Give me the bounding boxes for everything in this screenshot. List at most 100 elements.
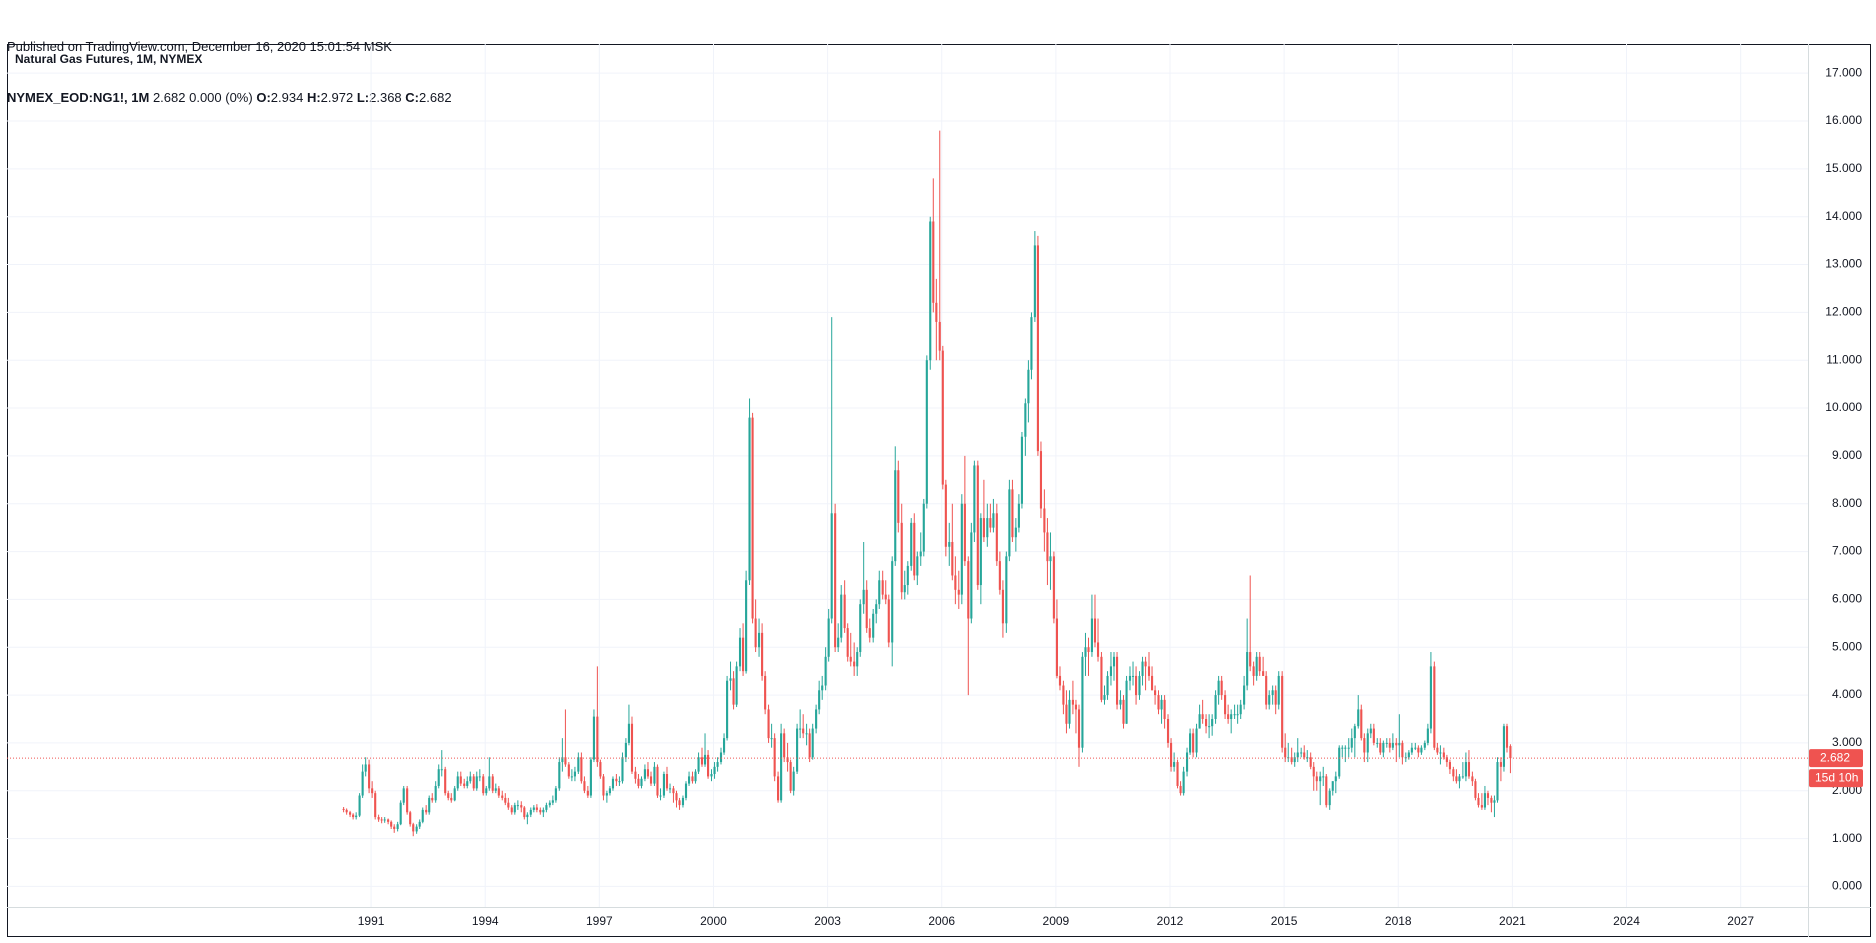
candle-body — [995, 513, 998, 562]
candle-body — [853, 661, 856, 667]
candle-body — [345, 809, 348, 813]
candle-body — [859, 604, 862, 653]
candle-body — [602, 776, 605, 796]
header: Published on TradingView.com, December 1… — [7, 4, 452, 123]
candle-body — [843, 594, 846, 629]
candle-body — [1052, 556, 1055, 619]
y-tick-label: 8.000 — [1832, 496, 1862, 510]
candle-body — [387, 819, 390, 822]
candle-body — [1284, 747, 1287, 758]
candle-body — [1249, 652, 1252, 667]
candle-body — [1220, 680, 1223, 696]
candle-body — [554, 788, 557, 801]
y-tick-label: 4.000 — [1832, 687, 1862, 701]
candle-body — [796, 728, 799, 772]
candle-body — [1398, 742, 1401, 746]
candle-body — [1480, 805, 1483, 808]
candle-body — [707, 754, 710, 777]
candle-body — [592, 716, 596, 760]
candle-body — [1268, 695, 1271, 705]
candle-body — [872, 613, 875, 638]
candle-body — [1505, 726, 1509, 748]
candle-body — [672, 788, 675, 794]
candle-body — [1277, 675, 1280, 705]
candle-body — [1141, 661, 1144, 676]
candle-body — [1366, 733, 1369, 753]
candle-body — [694, 771, 697, 782]
y-tick-label: 9.000 — [1832, 448, 1862, 462]
candle-body — [472, 776, 475, 789]
x-tick-label: 2012 — [1157, 914, 1184, 928]
candle-body — [605, 793, 608, 796]
candle-body — [697, 757, 700, 772]
candle-body — [976, 465, 979, 586]
candle-body — [643, 769, 646, 779]
candle-body — [716, 762, 719, 767]
c-value: 2.682 — [419, 90, 452, 105]
candle-body — [735, 666, 738, 705]
candle-body — [751, 417, 754, 619]
candle-body — [1360, 709, 1363, 739]
candle-body — [510, 807, 513, 813]
candle-body — [1020, 436, 1024, 504]
candle-body — [805, 733, 808, 735]
candle-body — [494, 788, 497, 791]
candle-body — [1005, 556, 1008, 624]
candle-body — [1233, 714, 1236, 716]
candle-body — [992, 513, 995, 528]
candle-body — [821, 685, 824, 691]
candle-body — [919, 551, 922, 557]
candle-body — [624, 742, 627, 758]
candle-body — [862, 589, 865, 605]
candle-body — [662, 774, 666, 796]
candle-body — [849, 656, 852, 662]
candle-body — [497, 788, 500, 796]
candle-body — [1395, 742, 1398, 746]
candle-body — [570, 776, 573, 778]
candle-body — [865, 589, 868, 629]
candle-body — [986, 518, 989, 538]
candle-body — [792, 771, 795, 791]
candle-body — [611, 778, 615, 789]
candle-body — [1455, 776, 1458, 782]
candle-body — [380, 819, 383, 821]
candle-body — [596, 716, 599, 763]
candle-body — [1334, 776, 1337, 782]
candle-body — [545, 805, 548, 810]
candle-body — [1350, 738, 1353, 748]
candle-body — [1195, 728, 1198, 753]
x-tick-label: 2003 — [814, 914, 841, 928]
candle-body — [1385, 742, 1388, 744]
candle-body — [450, 797, 453, 801]
overlay: 2.682 15d 10h — [7, 749, 1863, 788]
candle-body — [520, 805, 523, 808]
candle-body — [932, 221, 935, 303]
candle-body — [738, 637, 742, 667]
candle-body — [567, 764, 570, 777]
candle-body — [1065, 704, 1068, 724]
candle-body — [1160, 699, 1163, 710]
x-tick-label: 2000 — [700, 914, 727, 928]
candle-body — [1322, 776, 1325, 778]
candle-body — [444, 769, 447, 794]
candle-body — [824, 656, 827, 686]
candle-body — [773, 738, 776, 777]
candle-body — [1252, 666, 1255, 676]
candle-body — [1303, 752, 1306, 758]
candle-body — [834, 513, 837, 648]
candle-body — [1433, 666, 1436, 748]
candle-body — [459, 776, 462, 784]
candle-body — [589, 759, 592, 796]
candle-body — [608, 788, 611, 794]
candle-body — [1227, 714, 1230, 719]
candle-body — [1379, 742, 1382, 753]
candle-body — [710, 774, 713, 777]
candle-body — [463, 783, 466, 786]
candle-body — [456, 776, 459, 789]
candle-body — [447, 793, 450, 798]
x-tick-label: 1991 — [358, 914, 385, 928]
candle-body — [929, 221, 932, 361]
candle-body — [761, 632, 764, 676]
x-tick-label: 1997 — [586, 914, 613, 928]
candle-body — [535, 807, 538, 810]
